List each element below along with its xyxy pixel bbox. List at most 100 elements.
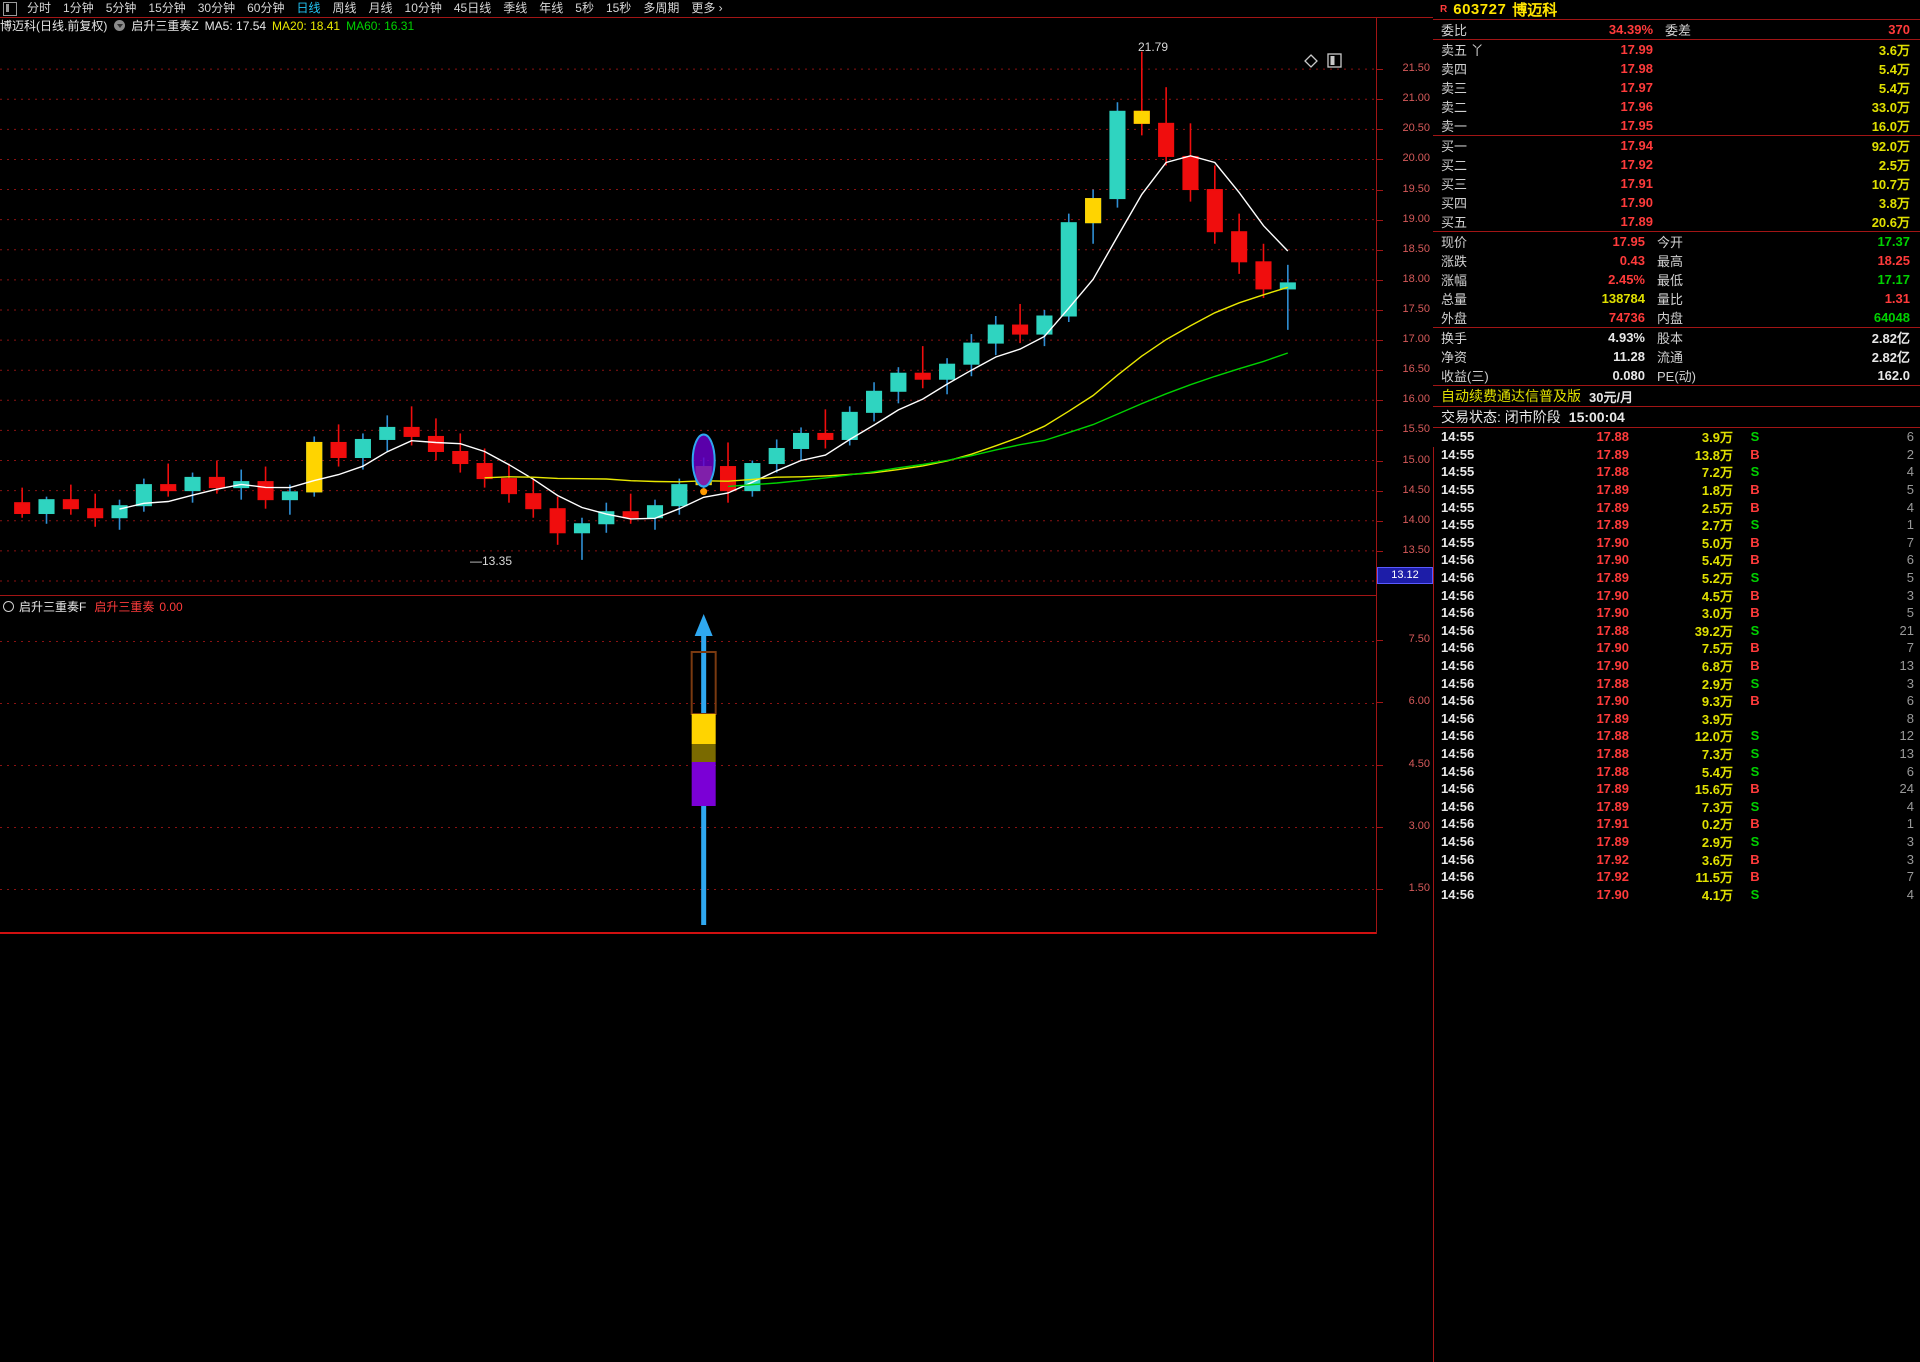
tick-time: 14:56 <box>1441 816 1475 832</box>
tick-row[interactable]: 14:56 17.89 7.3万 S 4 <box>1433 797 1920 815</box>
price-chart[interactable]: 21.79—13.35S涨艺 <box>0 33 1376 593</box>
tick-count: 5 <box>1906 605 1914 621</box>
tick-list[interactable]: 14:55 17.88 3.9万 S 6 14:55 17.89 13.8万 B 2 14:55 17… <box>1433 428 1920 1362</box>
period-tab-8[interactable]: 月线 <box>368 1 393 15</box>
period-tab-6[interactable]: 日线 <box>296 1 321 15</box>
period-tab-3[interactable]: 15分钟 <box>148 1 186 15</box>
tick-row[interactable]: 14:55 17.88 7.2万 S 4 <box>1433 463 1920 481</box>
ask-row[interactable]: 卖四 17.98 5.4万 <box>1433 59 1920 78</box>
price-tick <box>1377 400 1383 402</box>
tick-row[interactable]: 14:56 17.88 7.3万 S 13 <box>1433 745 1920 763</box>
bid-row[interactable]: 买二 17.92 2.5万 <box>1433 155 1920 174</box>
tick-row[interactable]: 14:56 17.88 12.0万 S 12 <box>1433 727 1920 745</box>
tick-row[interactable]: 14:56 17.90 4.5万 B 3 <box>1433 586 1920 604</box>
bid-row[interactable]: 买五 17.89 20.6万 <box>1433 212 1920 231</box>
tick-row[interactable]: 14:56 17.90 7.5万 B 7 <box>1433 639 1920 657</box>
price-tick-label: 13.50 <box>1402 543 1430 556</box>
tick-count: 6 <box>1906 552 1914 568</box>
tick-row[interactable]: 14:56 17.89 5.2万 S 5 <box>1433 569 1920 587</box>
period-tabs: 分时 1分钟 5分钟 15分钟 30分钟 60分钟 日线 周线 月线 10分钟 45日线 季线 年线 5秒… <box>0 0 729 17</box>
tick-row[interactable]: 14:55 17.89 1.8万 B 5 <box>1433 481 1920 499</box>
stat-row: 外盘 74736 内盘 64048 <box>1433 308 1920 327</box>
bid-book[interactable]: 买一 17.94 92.0万 买二 17.92 2.5万 买三 17.91 10.7万买四 17.… <box>1433 136 1920 231</box>
stat-row: 涨幅 2.45% 最低 17.17 <box>1433 270 1920 289</box>
fundamental-label: 收益(三) <box>1441 369 1489 384</box>
subscription-banner[interactable]: 自动续费通达信普及版 30元/月 <box>1433 385 1920 407</box>
tick-row[interactable]: 14:56 17.88 39.2万 S 21 <box>1433 622 1920 640</box>
period-tab-11[interactable]: 季线 <box>503 1 528 15</box>
tick-count: 3 <box>1906 587 1914 603</box>
tick-direction: B <box>1750 605 1760 621</box>
tick-row[interactable]: 14:56 17.89 2.9万 S 3 <box>1433 833 1920 851</box>
period-tab-14[interactable]: 15秒 <box>605 1 632 15</box>
price-tick-label: 20.00 <box>1402 152 1430 165</box>
ask-row[interactable]: 卖五 丫 17.99 3.6万 <box>1433 40 1920 59</box>
ask-row[interactable]: 卖二 17.96 33.0万 <box>1433 97 1920 116</box>
tick-row[interactable]: 14:56 17.90 9.3万 B 6 <box>1433 692 1920 710</box>
period-tab-0[interactable]: 分时 <box>27 1 52 15</box>
period-tab-5[interactable]: 60分钟 <box>247 1 285 15</box>
tick-volume: 7.5万 <box>1701 641 1733 657</box>
stat-label: 总量 <box>1441 292 1468 307</box>
tick-volume: 3.6万 <box>1701 852 1733 868</box>
period-tab-15[interactable]: 多周期 <box>643 1 680 15</box>
tick-row[interactable]: 14:56 17.91 0.2万 B 1 <box>1433 815 1920 833</box>
bid-price: 17.91 <box>1620 176 1653 191</box>
ask-row[interactable]: 卖三 17.97 5.4万 <box>1433 78 1920 97</box>
tick-row[interactable]: 14:56 17.89 15.6万 B 24 <box>1433 780 1920 798</box>
trading-status-time: 15:00:04 <box>1568 409 1625 425</box>
tick-volume: 4.1万 <box>1701 887 1733 903</box>
ask-book[interactable]: 卖五 丫 17.99 3.6万 卖四 17.98 5.4万 卖三 17.97 5.4万 卖二 17.… <box>1433 40 1920 135</box>
period-tab-7[interactable]: 周线 <box>332 1 357 15</box>
margin-mark-icon: R <box>1440 4 1448 15</box>
tick-row[interactable]: 14:56 17.90 6.8万 B 13 <box>1433 657 1920 675</box>
period-tab-4[interactable]: 30分钟 <box>197 1 236 15</box>
period-tab-13[interactable]: 5秒 <box>575 1 594 15</box>
period-tab-2[interactable]: 5分钟 <box>105 1 137 15</box>
bid-row[interactable]: 买一 17.94 92.0万 <box>1433 136 1920 155</box>
tick-row[interactable]: 14:56 17.90 5.4万 B 6 <box>1433 551 1920 569</box>
symbol-name: 博迈科 <box>1512 2 1558 19</box>
bid-row[interactable]: 买四 17.90 3.8万 <box>1433 193 1920 212</box>
tick-row[interactable]: 14:56 17.92 11.5万 B 7 <box>1433 868 1920 886</box>
fundamental-value2: 2.82亿 <box>1871 350 1910 365</box>
price-axis[interactable]: 21.50 21.00 20.50 20.00 19.50 19.00 18.50 18.00… <box>1376 18 1434 934</box>
bid-price: 17.90 <box>1620 195 1653 210</box>
tick-row[interactable]: 14:56 17.90 3.0万 B 5 <box>1433 604 1920 622</box>
period-tab-1[interactable]: 1分钟 <box>63 1 94 15</box>
tick-row[interactable]: 14:55 17.89 2.7万 S 1 <box>1433 516 1920 534</box>
ask-price: 17.97 <box>1620 80 1653 95</box>
period-tab-10[interactable]: 45日线 <box>453 1 492 15</box>
ask-row[interactable]: 卖一 17.95 16.0万 <box>1433 116 1920 135</box>
tick-count: 7 <box>1906 869 1914 885</box>
panel-icon[interactable] <box>3 1 17 16</box>
price-tick-label: 17.00 <box>1402 333 1430 346</box>
period-tab-16[interactable]: 更多 › <box>691 1 723 15</box>
tick-row[interactable]: 14:55 17.88 3.9万 S 6 <box>1433 428 1920 446</box>
tick-row[interactable]: 14:56 17.88 2.9万 S 3 <box>1433 674 1920 692</box>
stat-label: 涨幅 <box>1441 273 1468 288</box>
tick-price: 17.88 <box>1596 464 1629 480</box>
bid-label: 买四 <box>1441 196 1468 211</box>
tick-row[interactable]: 14:56 17.88 5.4万 S 6 <box>1433 762 1920 780</box>
price-tick <box>1377 520 1383 522</box>
tick-row[interactable]: 14:56 17.90 4.1万 S 4 <box>1433 885 1920 903</box>
tick-time: 14:56 <box>1441 640 1475 656</box>
tick-row[interactable]: 14:55 17.89 13.8万 B 2 <box>1433 446 1920 464</box>
tick-time: 14:55 <box>1441 534 1475 550</box>
indicator-subchart[interactable]: 启升三重奏F 启升三重奏 0.00 <box>0 595 1376 935</box>
tick-row[interactable]: 14:55 17.90 5.0万 B 7 <box>1433 534 1920 552</box>
period-tab-9[interactable]: 10分钟 <box>404 1 442 15</box>
subscription-text: 自动续费通达信普及版 <box>1441 388 1581 404</box>
tick-row[interactable]: 14:56 17.92 3.6万 B 3 <box>1433 850 1920 868</box>
stat-label2: 最高 <box>1657 254 1684 269</box>
tick-price: 17.88 <box>1596 429 1629 445</box>
tick-direction: B <box>1750 640 1760 656</box>
tick-row[interactable]: 14:55 17.89 2.5万 B 4 <box>1433 498 1920 516</box>
period-tab-12[interactable]: 年线 <box>539 1 564 15</box>
price-tick-label: 18.50 <box>1402 242 1430 255</box>
tick-row[interactable]: 14:56 17.89 3.9万 8 <box>1433 710 1920 728</box>
tick-direction: B <box>1750 446 1760 462</box>
bid-row[interactable]: 买三 17.91 10.7万 <box>1433 174 1920 193</box>
chevron-down-icon[interactable] <box>114 20 126 31</box>
